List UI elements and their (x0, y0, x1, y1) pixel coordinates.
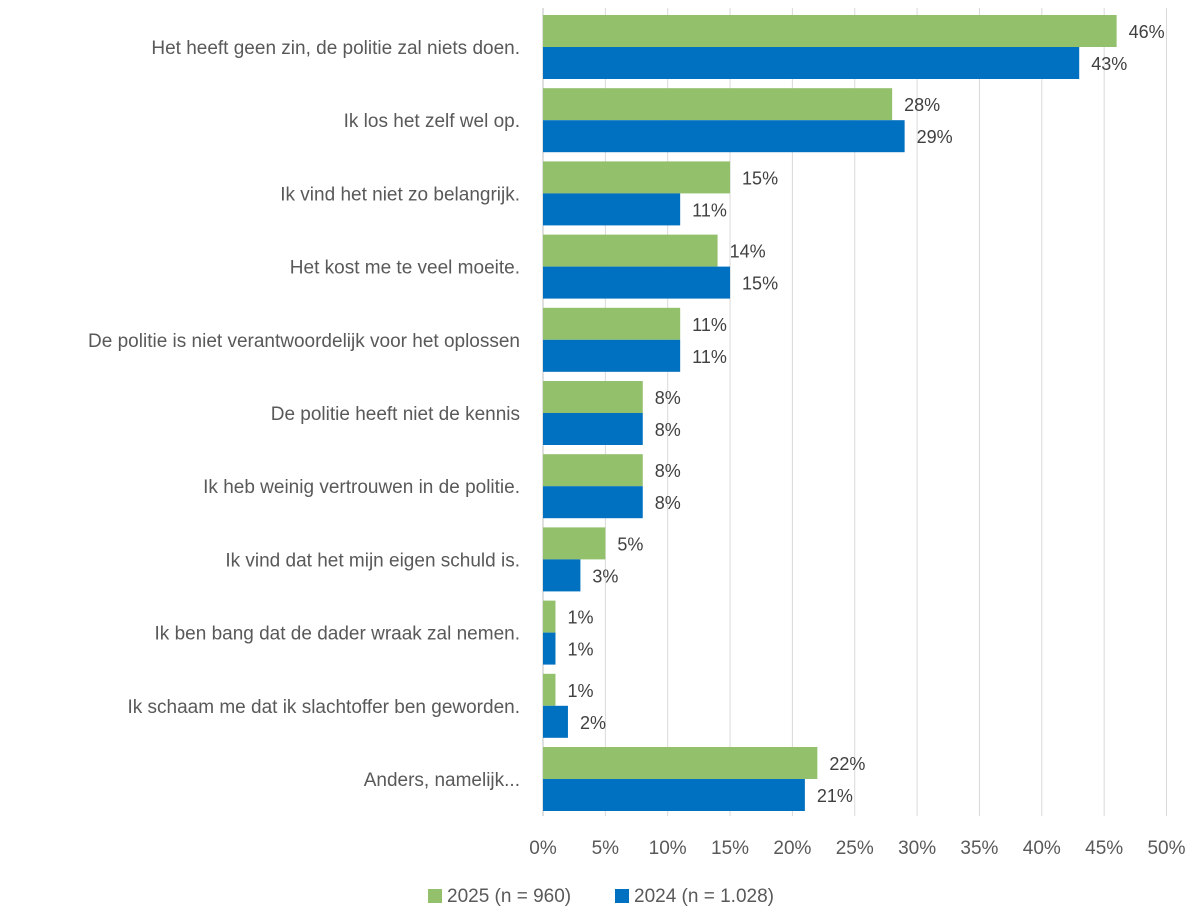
legend-swatch (615, 889, 629, 903)
category-label: Ik schaam me dat ik slachtoffer ben gewo… (127, 697, 520, 718)
bar-2025 (543, 747, 818, 779)
category-label: Het kost me te veel moeite. (290, 258, 520, 279)
x-tick-label: 0% (529, 838, 557, 859)
bar-2025 (543, 234, 718, 267)
category-label: Ik vind het niet zo belangrijk. (280, 184, 520, 205)
data-label: 15% (742, 168, 778, 188)
legend-label: 2024 (n = 1.028) (634, 886, 774, 907)
data-label: 15% (742, 274, 778, 294)
category-label: Ik vind dat het mijn eigen schuld is. (225, 550, 520, 571)
bar-2025 (543, 161, 731, 194)
data-label: 5% (617, 534, 643, 554)
bar-2024 (543, 413, 643, 445)
category-label: Het heeft geen zin, de politie zal niets… (151, 38, 520, 59)
bar-2025 (543, 88, 893, 121)
bar-2024 (543, 120, 905, 153)
bar-2025 (543, 600, 556, 633)
data-label: 8% (655, 420, 681, 440)
bar-2024 (543, 632, 556, 665)
data-label: 29% (917, 127, 953, 147)
data-label: 43% (1091, 54, 1127, 74)
data-label: 8% (655, 388, 681, 408)
bar-2025 (543, 527, 606, 560)
bar-2024 (543, 779, 805, 811)
x-tick-label: 20% (773, 838, 811, 859)
x-tick-label: 5% (592, 838, 620, 859)
bar-2024 (543, 339, 681, 372)
x-axis: 0% 5% 10% 15% 20% 25% 30% 35% 40% 45% 50% (529, 838, 1185, 859)
data-label: 2% (580, 713, 606, 733)
bars (543, 15, 1117, 811)
data-label: 1% (567, 640, 593, 660)
data-label: 3% (592, 566, 618, 586)
bar-2025 (543, 454, 643, 487)
data-label: 11% (692, 347, 727, 367)
data-label: 28% (904, 95, 940, 115)
data-label: 46% (1129, 22, 1165, 42)
x-tick-label: 30% (898, 838, 936, 859)
category-label: Ik los het zelf wel op. (344, 111, 520, 132)
category-label: De politie is niet verantwoordelijk voor… (88, 331, 520, 352)
bar-2024 (543, 486, 643, 519)
data-label: 11% (692, 315, 727, 335)
bar-2025 (543, 381, 643, 413)
category-label: Ik ben bang dat de dader wraak zal nemen… (155, 624, 520, 645)
x-tick-label: 50% (1147, 838, 1185, 859)
data-label: 21% (817, 786, 853, 806)
data-label: 22% (829, 754, 865, 774)
legend: 2025 (n = 960) 2024 (n = 1.028) (428, 886, 774, 907)
legend-label: 2025 (n = 960) (447, 886, 571, 907)
legend-item: 2025 (n = 960) (428, 886, 571, 907)
bar-2025 (543, 307, 681, 340)
bar-2024 (543, 266, 731, 299)
bar-2024 (543, 705, 568, 738)
bar-2024 (543, 559, 581, 592)
data-label: 8% (655, 493, 681, 513)
bar-2025 (543, 673, 556, 706)
legend-swatch (428, 889, 442, 903)
x-tick-label: 15% (711, 838, 749, 859)
data-label: 14% (730, 242, 766, 262)
category-label: Anders, namelijk... (364, 770, 520, 791)
data-labels: 46%43% 28% 29% 15% 11% 14% 15% 11% 11% 8% 8% 8% 8% 5%… (567, 22, 1164, 806)
bar-2024 (543, 47, 1080, 79)
bar-2024 (543, 193, 681, 226)
category-label: De politie heeft niet de kennis (271, 404, 520, 425)
data-label: 1% (567, 608, 593, 628)
data-label: 8% (655, 461, 681, 481)
x-tick-label: 40% (1023, 838, 1061, 859)
data-label: 1% (567, 681, 593, 701)
category-label: Ik heb weinig vertrouwen in de politie. (203, 477, 520, 498)
category-labels: Het heeft geen zin, de politie zal niets… (88, 38, 520, 791)
x-tick-label: 45% (1085, 838, 1123, 859)
data-label: 11% (692, 200, 727, 220)
x-tick-label: 35% (960, 838, 998, 859)
legend-item: 2024 (n = 1.028) (615, 886, 774, 907)
x-tick-label: 25% (836, 838, 874, 859)
x-tick-label: 10% (649, 838, 687, 859)
bar-2025 (543, 15, 1117, 47)
